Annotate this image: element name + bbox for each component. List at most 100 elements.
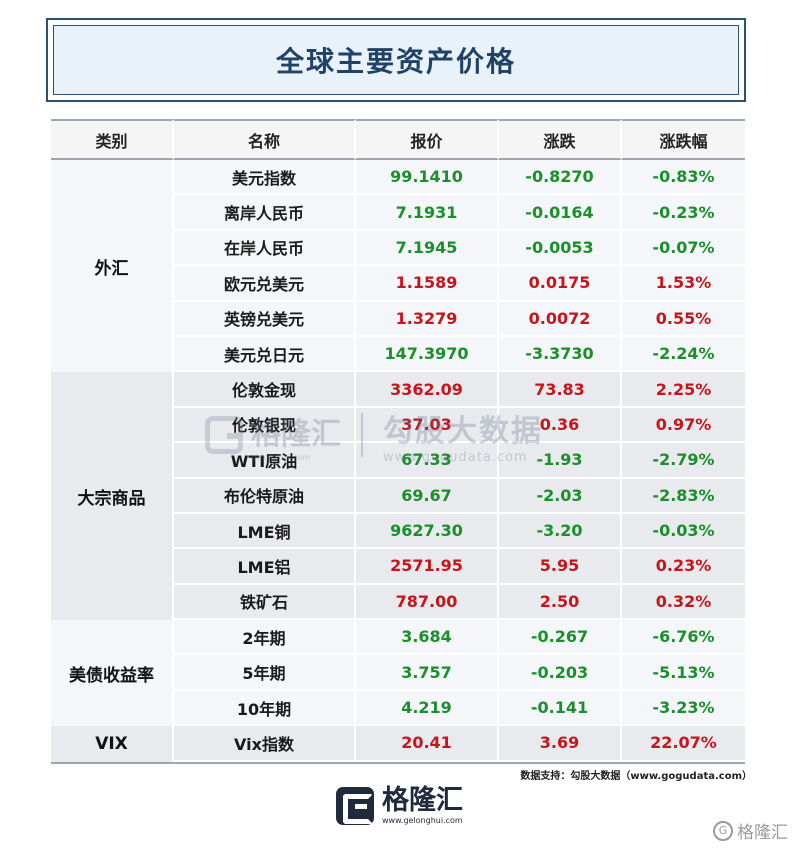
asset-price: 2571.95 [356,549,499,585]
asset-name: 伦敦银现 [174,407,356,444]
category-group-label: VIX [51,726,174,762]
table-bottom-border [51,762,745,764]
table-row: 伦敦金现 3362.09 73.83 2.25% [51,372,745,408]
header-price: 报价 [356,119,499,160]
table-row: 铁矿石 787.00 2.50 0.32% [51,584,745,621]
footer-logo: 格隆汇 www.gelonghui.com [336,786,463,825]
asset-name: 10年期 [174,690,356,727]
table-row: 在岸人民币 7.1945 -0.0053 -0.07% [51,230,745,267]
asset-name: 5年期 [174,655,356,691]
title-banner: 全球主要资产价格 [46,18,746,102]
asset-price: 67.33 [356,443,499,479]
asset-change-pct: -3.23% [622,690,745,727]
header-change: 涨跌 [499,119,622,160]
asset-change-pct: -0.23% [622,195,745,231]
asset-price: 4.219 [356,690,499,727]
asset-change-pct: 1.53% [622,266,745,302]
asset-change: -0.0053 [499,230,622,267]
asset-change: -0.203 [499,655,622,691]
table-row: 10年期 4.219 -0.141 -3.23% [51,690,745,727]
asset-price: 147.3970 [356,336,499,373]
category-group-label: 外汇 [51,160,174,373]
table-row: 离岸人民币 7.1931 -0.0164 -0.23% [51,195,745,231]
asset-name: Vix指数 [174,726,356,762]
table-row: 伦敦银现 37.03 0.36 0.97% [51,407,745,444]
asset-change-pct: -2.83% [622,478,745,514]
table-row: 美元兑日元 147.3970 -3.3730 -2.24% [51,336,745,373]
asset-price: 1.1589 [356,266,499,302]
asset-change-pct: 22.07% [622,726,745,762]
asset-change-pct: -5.13% [622,655,745,691]
asset-change: -1.93 [499,443,622,479]
asset-price: 787.00 [356,584,499,621]
asset-change-pct: -0.03% [622,513,745,550]
header-name: 名称 [174,119,356,160]
asset-price: 7.1945 [356,230,499,267]
page-title: 全球主要资产价格 [275,45,516,78]
asset-change-pct: 0.55% [622,301,745,337]
table-row: 欧元兑美元 1.1589 0.0175 1.53% [51,266,745,302]
asset-name: LME铜 [174,513,356,550]
asset-name: 美元指数 [174,160,356,196]
asset-price: 69.67 [356,478,499,514]
footer-logo-name: 格隆汇 [382,785,463,816]
asset-price: 37.03 [356,407,499,444]
table-row: LME铝 2571.95 5.95 0.23% [51,549,745,585]
asset-change: -0.267 [499,620,622,656]
asset-change: 5.95 [499,549,622,585]
table-row: Vix指数 20.41 3.69 22.07% [51,726,745,762]
asset-name: 铁矿石 [174,584,356,621]
asset-name: 欧元兑美元 [174,266,356,302]
table-header-row: 类别 名称 报价 涨跌 涨跌幅 [51,119,745,160]
asset-change: -0.141 [499,690,622,727]
asset-name: 英镑兑美元 [174,301,356,337]
asset-name: LME铝 [174,549,356,585]
asset-price: 1.3279 [356,301,499,337]
table-row: 美元指数 99.1410 -0.8270 -0.83% [51,160,745,196]
gelonghui-logo-icon [336,786,374,825]
asset-change-pct: -2.24% [622,336,745,373]
footer-logo-url: www.gelonghui.com [382,816,463,825]
asset-change: 0.0072 [499,301,622,337]
asset-change: -0.8270 [499,160,622,196]
category-group-label: 美债收益率 [51,620,174,727]
table-row: 布伦特原油 69.67 -2.03 -2.83% [51,478,745,514]
category-group-label: 大宗商品 [51,372,174,621]
table-row: 5年期 3.757 -0.203 -5.13% [51,655,745,691]
asset-change: 0.0175 [499,266,622,302]
asset-change: 0.36 [499,407,622,444]
asset-name: 伦敦金现 [174,372,356,408]
asset-change-pct: 0.97% [622,407,745,444]
asset-change-pct: -0.83% [622,160,745,196]
asset-change-pct: -6.76% [622,620,745,656]
asset-change-pct: -2.79% [622,443,745,479]
asset-price-table: 类别 名称 报价 涨跌 涨跌幅 外汇 美元指数 99.1410 -0.8270 -0.8… [51,119,745,762]
asset-name: 布伦特原油 [174,478,356,514]
asset-change: -3.3730 [499,336,622,373]
asset-change: 2.50 [499,584,622,621]
asset-change: -2.03 [499,478,622,514]
asset-change-pct: 0.32% [622,584,745,621]
asset-change-pct: -0.07% [622,230,745,267]
data-source-note: 数据支持：勾股大数据（www.gogudata.com） [520,771,752,782]
table-row: 2年期 3.684 -0.267 -6.76% [51,620,745,656]
title-banner-inner: 全球主要资产价格 [53,25,739,95]
asset-change-pct: 0.23% [622,549,745,585]
asset-price: 7.1931 [356,195,499,231]
asset-change: -3.20 [499,513,622,550]
table-row: 英镑兑美元 1.3279 0.0072 0.55% [51,301,745,337]
asset-change: -0.0164 [499,195,622,231]
asset-name: 在岸人民币 [174,230,356,267]
table-row: LME铜 9627.30 -3.20 -0.03% [51,513,745,550]
table-body: 外汇 美元指数 99.1410 -0.8270 -0.83% 离岸人民币 7.1931 -0.… [51,160,745,762]
asset-name: WTI原油 [174,443,356,479]
asset-price: 3.684 [356,620,499,656]
corner-watermark: G 格隆汇 [713,818,788,843]
asset-change-pct: 2.25% [622,372,745,408]
table-row: WTI原油 67.33 -1.93 -2.79% [51,443,745,479]
asset-price: 3.757 [356,655,499,691]
asset-price: 9627.30 [356,513,499,550]
corner-watermark-text: 格隆汇 [737,823,788,843]
asset-change: 3.69 [499,726,622,762]
footer-logo-text: 格隆汇 www.gelonghui.com [382,785,463,826]
